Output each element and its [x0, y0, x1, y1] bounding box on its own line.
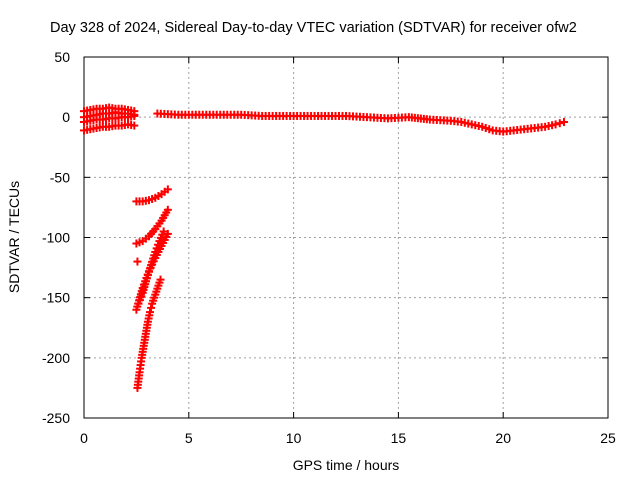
y-tick-label: -250	[42, 410, 70, 426]
data-point	[555, 119, 564, 128]
data-points	[80, 103, 568, 392]
x-tick-label: 5	[185, 430, 193, 446]
x-tick-label: 15	[391, 430, 407, 446]
y-tick-label: -50	[50, 169, 70, 185]
y-tick-label: -150	[42, 290, 70, 306]
data-point	[133, 257, 142, 266]
y-tick-label: 50	[54, 49, 70, 65]
data-point	[559, 117, 568, 126]
data-point	[551, 120, 560, 129]
data-point	[130, 121, 139, 130]
data-point	[147, 303, 156, 312]
data-point	[163, 185, 172, 194]
x-tick-labels: 0 5 10 15 20 25	[80, 430, 616, 446]
y-tick-label: -200	[42, 350, 70, 366]
data-point	[163, 205, 172, 214]
y-tick-label: -100	[42, 230, 70, 246]
chart-title: Day 328 of 2024, Sidereal Day-to-day VTE…	[50, 20, 577, 36]
x-tick-label: 20	[495, 430, 511, 446]
data-point	[159, 227, 168, 236]
y-tick-label: 0	[62, 109, 70, 125]
data-point	[146, 308, 155, 317]
data-point	[156, 275, 165, 284]
x-tick-label: 0	[80, 430, 88, 446]
x-axis-label: GPS time / hours	[293, 457, 400, 473]
y-axis-label: SDTVAR / TECUs	[6, 181, 22, 293]
x-tick-label: 10	[286, 430, 302, 446]
y-tick-labels: 50 0 -50 -100 -150 -200 -250	[42, 49, 70, 426]
data-point	[130, 111, 139, 120]
x-tick-label: 25	[600, 430, 616, 446]
